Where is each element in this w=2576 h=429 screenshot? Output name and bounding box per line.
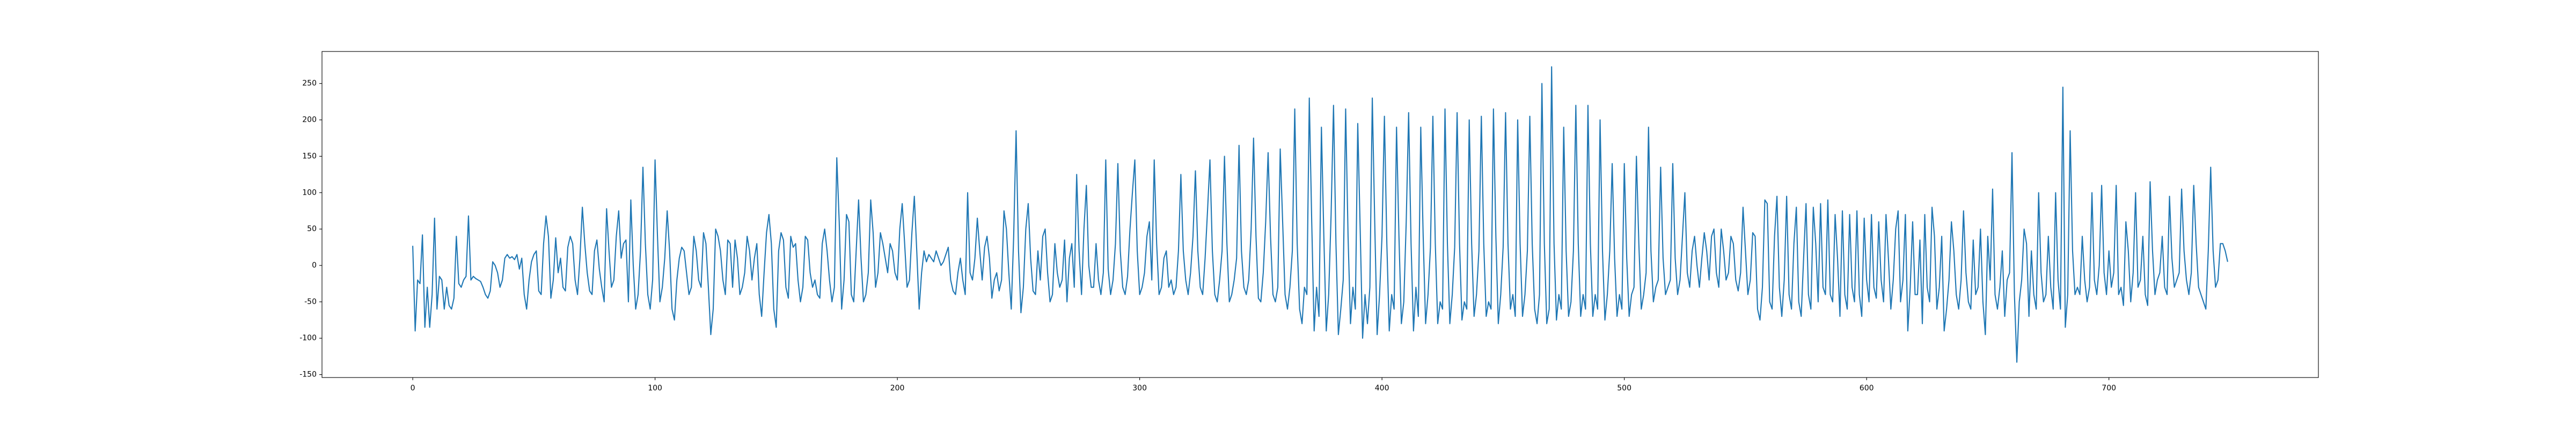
x-tick-label: 600	[1860, 384, 1874, 393]
x-tick-label: 300	[1132, 384, 1147, 393]
x-tick-label: 0	[411, 384, 415, 393]
y-tick-label: 0	[312, 261, 317, 270]
x-tick-label: 700	[2102, 384, 2116, 393]
y-tick-label: 150	[302, 152, 317, 160]
y-tick-label: -150	[299, 371, 317, 379]
y-tick-label: 50	[307, 225, 317, 233]
x-tick-label: 500	[1617, 384, 1631, 393]
y-tick-label: -100	[299, 334, 317, 343]
y-tick-label: 100	[302, 188, 317, 197]
y-tick-label: -50	[304, 298, 317, 306]
x-tick-label: 200	[890, 384, 905, 393]
y-tick-label: 200	[302, 116, 317, 124]
data-line	[412, 66, 2228, 363]
y-tick-label: 250	[302, 79, 317, 88]
x-tick-label: 100	[648, 384, 662, 393]
axes-frame	[321, 51, 2319, 378]
x-tick-label: 400	[1375, 384, 1389, 393]
